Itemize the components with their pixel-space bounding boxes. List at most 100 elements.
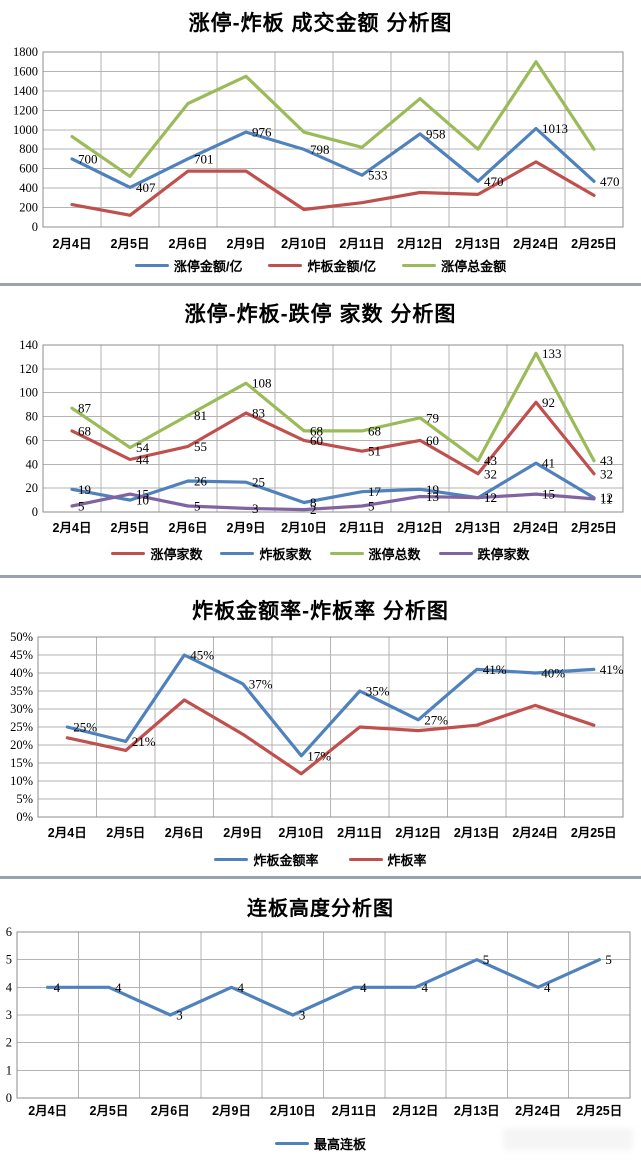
data-label: 19 [426, 482, 439, 497]
data-label: 133 [542, 346, 562, 361]
x-axis-label: 2月4日 [53, 237, 92, 251]
series-line [70, 351, 596, 463]
legend-label: 最高连板 [313, 1137, 366, 1152]
data-label: 1013 [542, 121, 568, 136]
data-label: 51 [368, 444, 381, 459]
series-line [70, 461, 596, 505]
data-label: 32 [484, 466, 497, 481]
y-tick-label: 10% [10, 774, 33, 788]
y-tick-label: 5% [16, 792, 33, 806]
data-label: 17% [307, 748, 331, 763]
data-label: 41% [483, 662, 507, 677]
data-label: 54 [136, 440, 150, 455]
data-label: 5 [368, 499, 375, 514]
x-axis-label: 2月9日 [212, 1104, 251, 1118]
x-axis-label: 2月25日 [571, 237, 617, 251]
series-line [70, 492, 596, 512]
chart-legend: 炸板金额率 炸板率 [0, 850, 641, 869]
legend-line-swatch [111, 552, 146, 555]
chart-title: 连板高度分析图 [247, 898, 394, 920]
data-label: 4 [544, 980, 551, 995]
legend-line-swatch [274, 1142, 309, 1145]
y-tick-label: 25% [10, 720, 33, 734]
data-label: 4 [54, 980, 61, 995]
x-axis-label: 2月6日 [165, 826, 204, 840]
x-axis-label: 2月6日 [169, 521, 208, 535]
x-axis-label: 2月11日 [339, 237, 384, 251]
legend-label: 涨停金额/亿 [173, 259, 243, 274]
y-tick-label: 400 [19, 181, 38, 195]
series-line [65, 653, 596, 758]
legend-label: 涨停家数 [150, 547, 203, 562]
legend-label: 炸板家数 [259, 547, 312, 562]
legend-item: 跌停家数 [438, 544, 530, 563]
y-tick-label: 30% [10, 702, 33, 716]
data-label: 68 [78, 423, 91, 438]
data-label: 43 [484, 453, 497, 468]
data-label: 12 [484, 490, 497, 505]
y-tick-label: 2 [6, 1036, 12, 1050]
x-axis-label: 2月10日 [278, 826, 324, 840]
y-tick-label: 3 [6, 1008, 12, 1022]
data-label: 2 [310, 502, 317, 517]
plot-border [42, 51, 624, 228]
data-label: 37% [249, 676, 273, 691]
data-label: 68 [310, 423, 323, 438]
chart-panel-limit-up-amount: 涨停-炸板 成交金额 分析图 0 200 400 600 800 1000 1200 1400… [0, 0, 641, 286]
y-tick-label: 120 [19, 362, 38, 376]
x-axis-label: 2月24日 [512, 826, 558, 840]
data-label: 5 [194, 499, 201, 514]
x-axis-label: 2月25日 [576, 1104, 622, 1118]
data-label: 92 [542, 395, 555, 410]
y-tick-label: 200 [19, 201, 38, 215]
data-label: 21% [132, 734, 156, 749]
y-tick-label: 35% [10, 684, 33, 698]
x-axis-label: 2月9日 [223, 826, 262, 840]
data-label: 3 [176, 1008, 183, 1023]
x-axis-label: 2月9日 [227, 521, 266, 535]
chart-panel-board-height: 连板高度分析图 0 1 2 3 4 5 6 2月4日 2月5日 2月6日 2月9日 2月10日 2月11… [0, 879, 641, 1164]
chart-legend: 最高连板 [0, 1134, 641, 1153]
data-label: 44 [136, 452, 150, 467]
y-tick-label: 0% [16, 810, 33, 824]
x-axis-label: 2月10日 [281, 521, 327, 535]
chart-title: 涨停-炸板-跌停 家数 分析图 [184, 303, 457, 326]
watermark [503, 1128, 633, 1150]
legend-item: 炸板金额率 [214, 850, 319, 869]
data-label: 41% [600, 662, 624, 677]
legend-item: 最高连板 [274, 1134, 366, 1153]
x-axis-label: 2月4日 [28, 1104, 67, 1118]
data-label: 12 [600, 490, 613, 505]
data-label: 83 [252, 405, 265, 420]
legend-line-swatch [438, 552, 473, 555]
data-label: 533 [368, 168, 388, 183]
y-tick-label: 1 [6, 1063, 12, 1077]
data-label: 470 [600, 174, 620, 189]
legend-label: 炸板率 [387, 853, 427, 868]
legend-line-swatch [214, 858, 249, 861]
legend-item: 涨停总数 [329, 544, 421, 563]
data-label: 32 [600, 466, 613, 481]
data-label: 470 [484, 174, 504, 189]
y-tick-label: 40 [26, 457, 39, 471]
legend-label: 炸板金额/亿 [307, 259, 377, 274]
legend-line-swatch [220, 552, 255, 555]
y-tick-label: 20 [26, 481, 39, 495]
x-axis-label: 2月13日 [454, 1104, 500, 1118]
data-label: 25% [73, 720, 97, 735]
data-label: 35% [366, 684, 390, 699]
y-tick-label: 800 [19, 142, 38, 156]
x-axis-label: 2月24日 [513, 521, 559, 535]
data-label: 60 [310, 433, 323, 448]
chart-canvas-counts: 0 20 40 60 80 100 120 140 2月4日 2月5日 2月6日 2月9日 2月10日 2… [19, 338, 624, 535]
x-axis-label: 2月5日 [111, 521, 150, 535]
x-axis-label: 2月6日 [169, 237, 208, 251]
x-axis-label: 2月11日 [339, 521, 384, 535]
data-label: 958 [426, 126, 446, 141]
data-label: 15 [542, 487, 555, 502]
data-label: 8 [310, 495, 317, 510]
x-axis-label: 2月12日 [397, 237, 443, 251]
y-tick-label: 1600 [13, 64, 38, 78]
plot-border [16, 931, 631, 1099]
